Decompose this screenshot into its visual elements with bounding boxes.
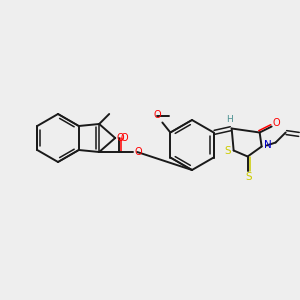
Text: O: O	[134, 147, 142, 157]
Text: H: H	[226, 115, 233, 124]
Text: S: S	[245, 172, 252, 182]
Text: O: O	[154, 110, 161, 121]
Text: O: O	[116, 133, 124, 143]
Text: S: S	[224, 146, 231, 155]
Text: O: O	[273, 118, 280, 128]
Text: O: O	[120, 133, 128, 143]
Text: N: N	[264, 140, 272, 149]
